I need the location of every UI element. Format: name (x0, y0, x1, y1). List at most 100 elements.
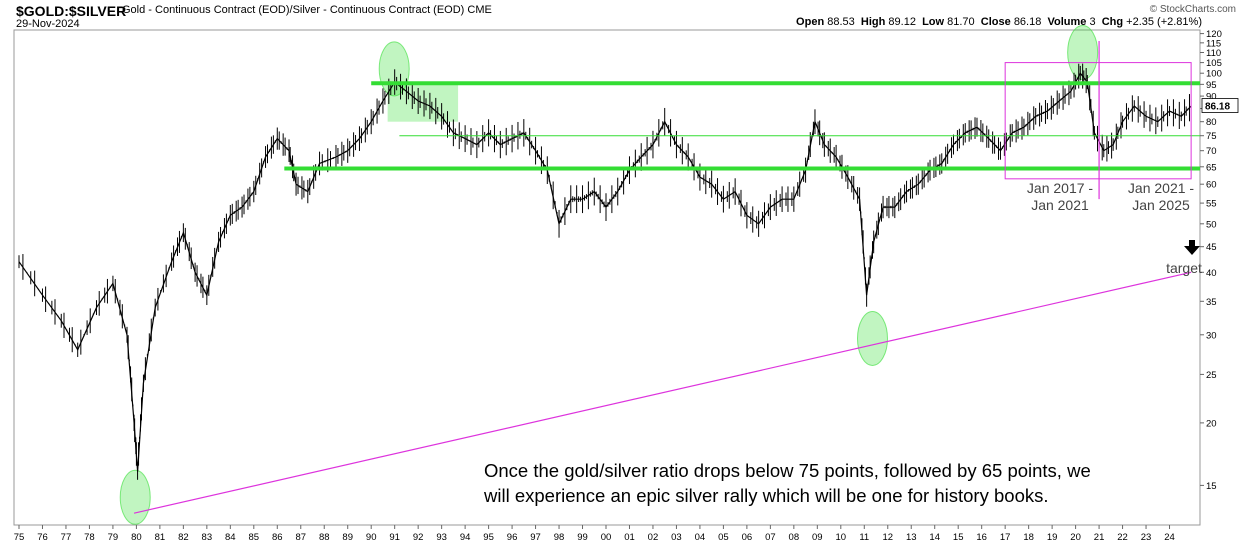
x-tick-label-07: 07 (765, 532, 776, 543)
x-tick-label-10: 10 (836, 532, 847, 543)
x-tick-label-21: 21 (1094, 532, 1105, 543)
y-tick-label-50: 50 (1206, 219, 1217, 230)
x-tick-label-05: 05 (718, 532, 729, 543)
x-tick-label-14: 14 (929, 532, 940, 543)
x-tick-label-97: 97 (530, 532, 541, 543)
exchange-name: CME (467, 4, 491, 16)
low-label: Low (922, 16, 944, 28)
x-tick-label-16: 16 (976, 532, 987, 543)
period-label-2017-2021-line1: Jan 2017 - (1024, 180, 1096, 197)
brand-logo: © StockCharts.com (1150, 4, 1236, 15)
x-tick-label-83: 83 (202, 532, 213, 543)
x-tick-label-15: 15 (953, 532, 964, 543)
y-tick-label-110: 110 (1206, 48, 1221, 59)
high-value: 89.12 (888, 16, 916, 28)
highlight-ellipse-1 (120, 470, 150, 524)
close-value: 86.18 (1014, 16, 1042, 28)
x-tick-label-95: 95 (483, 532, 494, 543)
y-tick-label-65: 65 (1206, 162, 1217, 173)
x-tick-label-78: 78 (84, 532, 95, 543)
x-tick-label-84: 84 (225, 532, 236, 543)
x-tick-label-86: 86 (272, 532, 283, 543)
period-label-2021-2025: Jan 2021 - Jan 2025 (1122, 180, 1200, 214)
y-tick-label-105: 105 (1206, 58, 1222, 69)
period-label-2017-2021-line2: Jan 2021 (1024, 197, 1096, 214)
x-tick-label-89: 89 (342, 532, 353, 543)
y-tick-label-15: 15 (1206, 481, 1217, 492)
x-tick-label-99: 99 (577, 532, 588, 543)
x-tick-label-81: 81 (155, 532, 166, 543)
target-label: target (1160, 260, 1208, 277)
chart-date: 29-Nov-2024 (16, 18, 80, 30)
y-tick-label-100: 100 (1206, 69, 1222, 80)
ticker-symbol: $GOLD:$SILVER (16, 3, 126, 19)
x-tick-label-98: 98 (554, 532, 565, 543)
chg-value: +2.35 (+2.81%) (1126, 16, 1202, 28)
x-tick-label-17: 17 (1000, 532, 1011, 543)
x-tick-label-94: 94 (460, 532, 471, 543)
chg-label: Chg (1102, 16, 1123, 28)
high-label: High (861, 16, 885, 28)
x-tick-label-00: 00 (601, 532, 612, 543)
chart-description: Gold - Continuous Contract (EOD)/Silver … (122, 4, 492, 16)
y-tick-label-70: 70 (1206, 146, 1217, 157)
x-tick-label-09: 09 (812, 532, 823, 543)
x-tick-label-18: 18 (1023, 532, 1034, 543)
x-tick-label-03: 03 (671, 532, 682, 543)
annotation-line-2: will experience an epic silver rally whi… (484, 483, 1091, 508)
open-value: 88.53 (827, 16, 855, 28)
period-label-2021-2025-line1: Jan 2021 - (1122, 180, 1200, 197)
volume-value: 3 (1089, 16, 1095, 28)
x-tick-label-76: 76 (37, 532, 48, 543)
x-tick-label-80: 80 (131, 532, 142, 543)
x-tick-label-23: 23 (1141, 532, 1152, 543)
x-tick-label-01: 01 (624, 532, 635, 543)
x-tick-label-91: 91 (389, 532, 400, 543)
x-tick-label-79: 79 (108, 532, 119, 543)
volume-label: Volume (1047, 16, 1086, 28)
x-tick-label-08: 08 (789, 532, 800, 543)
y-tick-label-60: 60 (1206, 180, 1217, 191)
x-tick-label-22: 22 (1117, 532, 1128, 543)
y-tick-label-30: 30 (1206, 330, 1217, 341)
x-tick-label-87: 87 (295, 532, 306, 543)
description-text: Gold - Continuous Contract (EOD)/Silver … (122, 4, 464, 16)
open-label: Open (796, 16, 824, 28)
y-tick-label-45: 45 (1206, 242, 1217, 253)
x-tick-label-13: 13 (906, 532, 917, 543)
x-tick-label-96: 96 (507, 532, 518, 543)
y-tick-label-95: 95 (1206, 80, 1217, 91)
y-tick-label-55: 55 (1206, 199, 1217, 210)
ohlc-readout: Open 88.53 High 89.12 Low 81.70 Close 86… (796, 16, 1202, 28)
last-value-label: 86.18 (1205, 102, 1230, 113)
y-tick-label-35: 35 (1206, 297, 1217, 308)
x-tick-label-19: 19 (1047, 532, 1058, 543)
x-tick-label-88: 88 (319, 532, 330, 543)
y-tick-label-20: 20 (1206, 418, 1217, 429)
period-label-2017-2021: Jan 2017 - Jan 2021 (1024, 180, 1096, 214)
highlight-ellipse-3 (857, 311, 887, 365)
y-tick-label-120: 120 (1206, 29, 1222, 40)
x-tick-label-85: 85 (249, 532, 260, 543)
x-tick-label-90: 90 (366, 532, 377, 543)
x-tick-label-75: 75 (14, 532, 25, 543)
chart-annotation: Once the gold/silver ratio drops below 7… (484, 458, 1091, 508)
x-tick-label-12: 12 (882, 532, 893, 543)
low-value: 81.70 (947, 16, 975, 28)
x-tick-label-02: 02 (648, 532, 659, 543)
y-tick-label-75: 75 (1206, 131, 1217, 142)
plot-frame (14, 30, 1200, 525)
y-tick-label-25: 25 (1206, 370, 1217, 381)
x-tick-label-82: 82 (178, 532, 189, 543)
annotation-line-1: Once the gold/silver ratio drops below 7… (484, 458, 1091, 483)
x-tick-label-24: 24 (1164, 532, 1175, 543)
y-tick-label-80: 80 (1206, 117, 1217, 128)
x-tick-label-11: 11 (859, 532, 869, 543)
x-tick-label-06: 06 (742, 532, 753, 543)
x-tick-label-92: 92 (413, 532, 424, 543)
x-tick-label-93: 93 (436, 532, 447, 543)
x-tick-label-20: 20 (1070, 532, 1081, 543)
x-tick-label-04: 04 (695, 532, 706, 543)
x-tick-label-77: 77 (61, 532, 72, 543)
close-label: Close (981, 16, 1011, 28)
